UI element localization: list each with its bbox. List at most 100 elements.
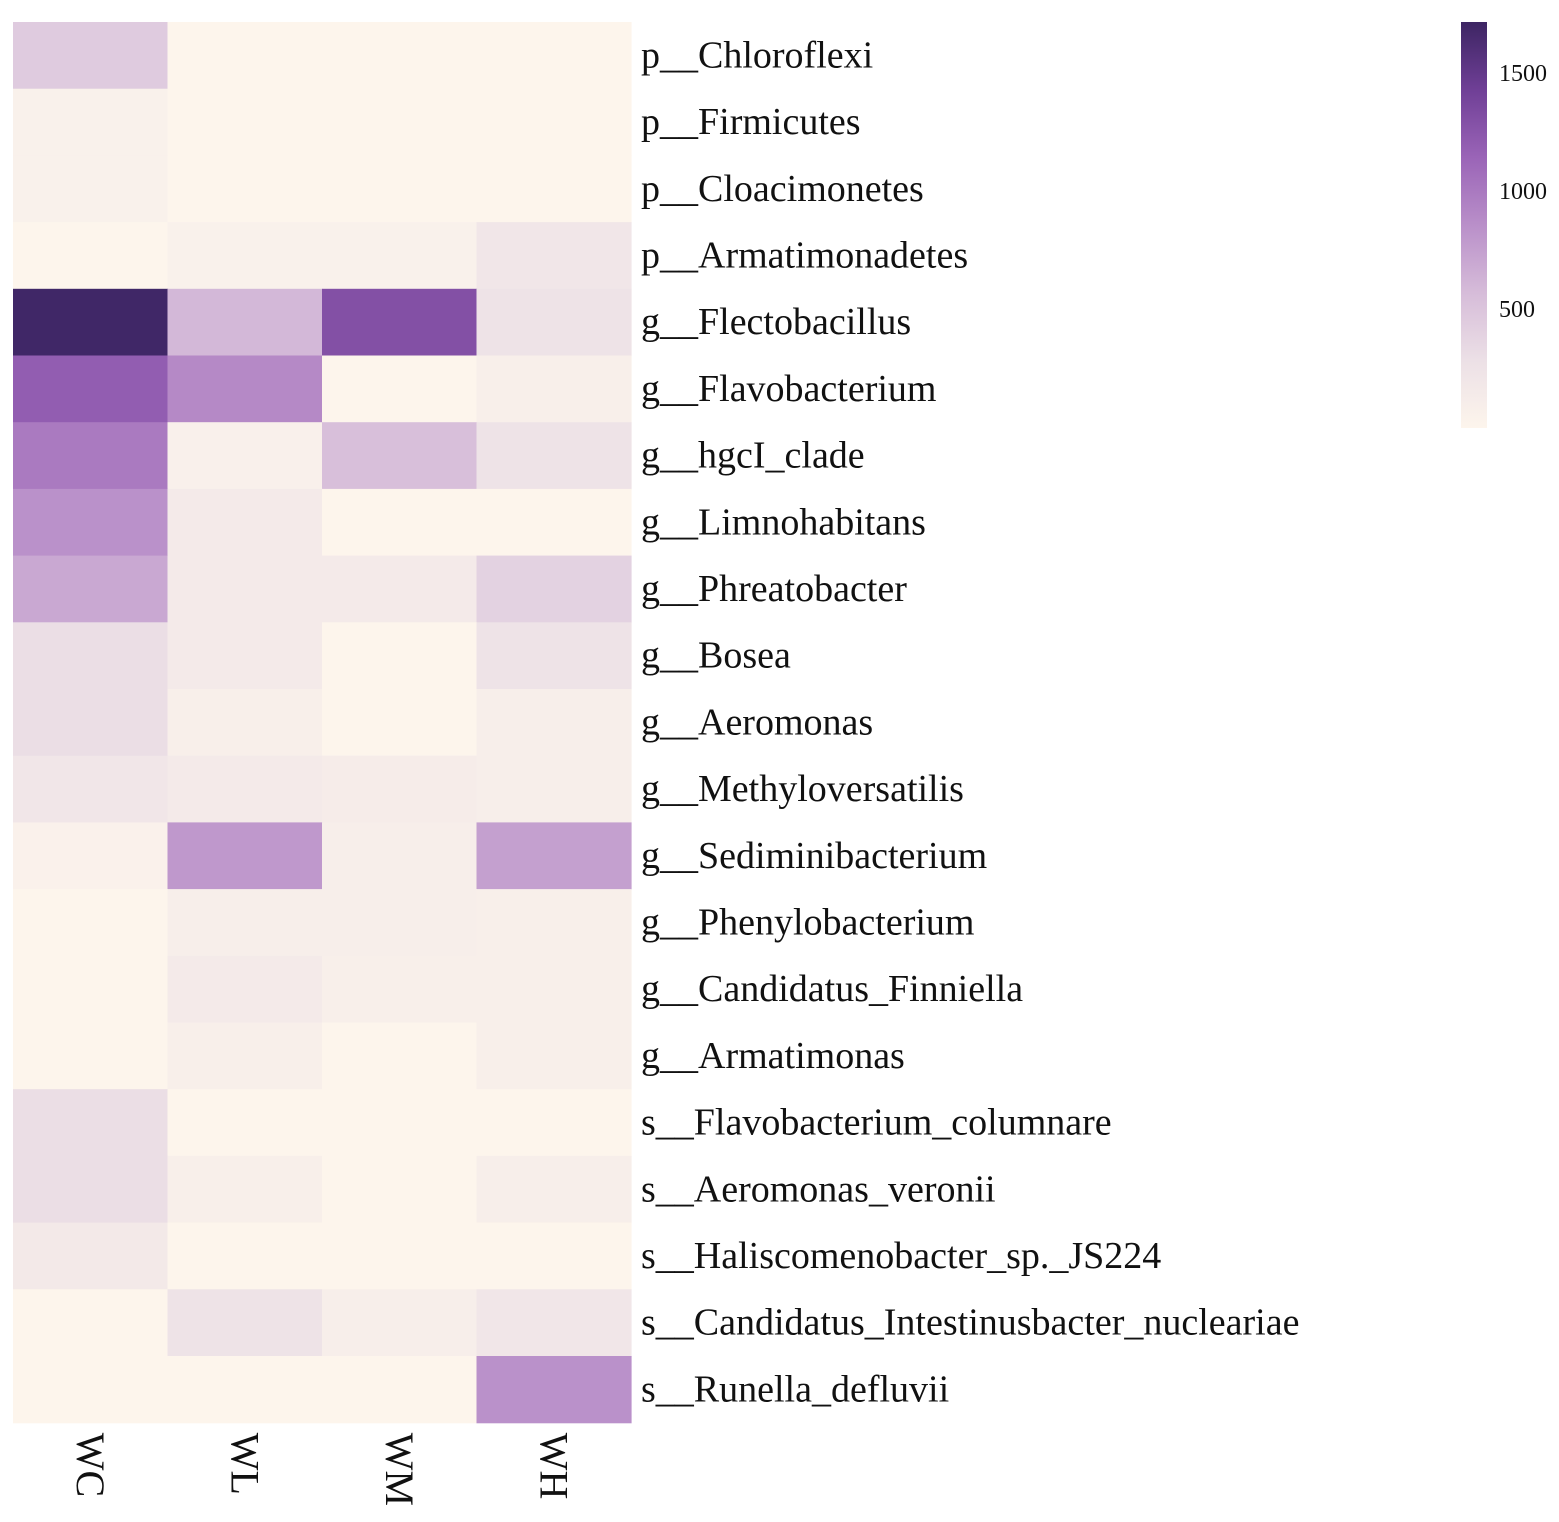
heatmap-cell: [322, 422, 478, 490]
heatmap-cell: [322, 155, 478, 223]
heatmap-cell: [167, 155, 323, 223]
heatmap-cell: [322, 555, 478, 623]
heatmap-cell: [476, 88, 632, 156]
heatmap-cell: [476, 22, 632, 90]
heatmap-cell: [167, 355, 323, 423]
heatmap-cell: [13, 955, 169, 1024]
heatmap-cell: [476, 488, 632, 557]
heatmap-cell: [322, 1089, 478, 1157]
heatmap-cell: [476, 1089, 632, 1157]
heatmap-cell: [13, 222, 169, 290]
row-label: g__Phenylobacterium: [641, 901, 974, 943]
row-label: g__hgcI_clade: [641, 435, 865, 477]
colorbar: 500 1000 1500: [1461, 22, 1547, 428]
heatmap-cell: [13, 689, 169, 757]
heatmap-cell: [322, 222, 478, 290]
heatmap-cell: [167, 1222, 323, 1290]
heatmap-cell: [167, 222, 323, 290]
row-label: g__Aeromonas: [641, 701, 873, 743]
heatmap-cell: [476, 355, 632, 423]
heatmap-cell: [322, 488, 478, 557]
heatmap-cell: [322, 1289, 478, 1357]
heatmap-cell: [476, 689, 632, 757]
heatmap-cell: [13, 22, 169, 90]
heatmap-cell: [13, 1289, 169, 1357]
row-label: s__Aeromonas_veronii: [641, 1168, 996, 1210]
heatmap-cell: [476, 1155, 632, 1224]
column-labels: WC WL WM WH: [68, 1433, 577, 1506]
column-label: WH: [531, 1433, 576, 1500]
heatmap-cell: [167, 88, 323, 156]
heatmap-cell: [476, 955, 632, 1024]
colorbar-tick-label: 1500: [1499, 61, 1547, 87]
heatmap-cell: [167, 689, 323, 757]
heatmap-cell: [13, 88, 169, 156]
row-label: p__Armatimonadetes: [641, 234, 968, 276]
heatmap-cell: [476, 1222, 632, 1290]
row-labels: p__Chloroflexi p__Firmicutes p__Cloacimone…: [641, 34, 1299, 1410]
row-label: g__Methyloversatilis: [641, 768, 964, 810]
heatmap-cell: [13, 1356, 169, 1424]
heatmap-cell: [167, 1155, 323, 1224]
row-label: s__Candidatus_Intestinusbacter_nuclearia…: [641, 1302, 1299, 1344]
heatmap-cell: [322, 889, 478, 957]
column-label: WC: [68, 1433, 113, 1497]
heatmap-cell: [13, 355, 169, 423]
row-label: s__Runella_defluvii: [641, 1368, 949, 1410]
heatmap-cell: [476, 555, 632, 623]
heatmap-cell: [167, 555, 323, 623]
colorbar-gradient: [1461, 22, 1487, 428]
heatmap-cell: [13, 889, 169, 957]
row-label: s__Flavobacterium_columnare: [641, 1102, 1112, 1144]
heatmap-cell: [322, 355, 478, 423]
row-label: g__Armatimonas: [641, 1035, 905, 1077]
heatmap-cell: [476, 155, 632, 223]
heatmap-cell: [322, 755, 478, 823]
heatmap-cell: [322, 622, 478, 690]
colorbar-tick-label: 1000: [1499, 179, 1547, 205]
colorbar-tick-label: 500: [1499, 297, 1535, 323]
heatmap-cell: [322, 22, 478, 90]
heatmap-cell: [167, 822, 323, 890]
heatmap-cells: [13, 22, 632, 1424]
heatmap-cell: [322, 1356, 478, 1424]
heatmap-cell: [476, 222, 632, 290]
row-label: g__Phreatobacter: [641, 568, 907, 610]
heatmap-cell: [476, 622, 632, 690]
heatmap-cell: [167, 1089, 323, 1157]
heatmap-cell: [322, 1222, 478, 1290]
heatmap-cell: [322, 689, 478, 757]
row-label: g__Bosea: [641, 635, 791, 677]
heatmap-cell: [322, 88, 478, 156]
row-label: g__Limnohabitans: [641, 501, 926, 543]
row-label: s__Haliscomenobacter_sp._JS224: [641, 1235, 1161, 1277]
heatmap-cell: [13, 755, 169, 823]
heatmap-cell: [13, 422, 169, 490]
heatmap-cell: [167, 22, 323, 90]
heatmap-cell: [476, 422, 632, 490]
heatmap-cell: [476, 755, 632, 823]
heatmap-cell: [13, 1155, 169, 1224]
heatmap-cell: [167, 1356, 323, 1424]
heatmap-cell: [167, 488, 323, 557]
row-label: g__Sediminibacterium: [641, 835, 987, 877]
heatmap-cell: [13, 1022, 169, 1090]
heatmap-cell: [167, 288, 323, 357]
heatmap-cell: [322, 288, 478, 357]
row-label: p__Chloroflexi: [641, 34, 873, 76]
heatmap-cell: [13, 622, 169, 690]
heatmap-cell: [13, 1222, 169, 1290]
row-label: g__Candidatus_Finniella: [641, 968, 1023, 1010]
heatmap-cell: [13, 822, 169, 890]
heatmap-cell: [322, 955, 478, 1024]
heatmap-cell: [476, 822, 632, 890]
heatmap-cell: [322, 1022, 478, 1090]
heatmap-cell: [476, 1022, 632, 1090]
heatmap-cell: [476, 288, 632, 357]
heatmap-cell: [13, 555, 169, 623]
heatmap-cell: [13, 155, 169, 223]
column-label: WM: [377, 1433, 422, 1506]
row-label: g__Flavobacterium: [641, 368, 936, 410]
heatmap-cell: [167, 422, 323, 490]
